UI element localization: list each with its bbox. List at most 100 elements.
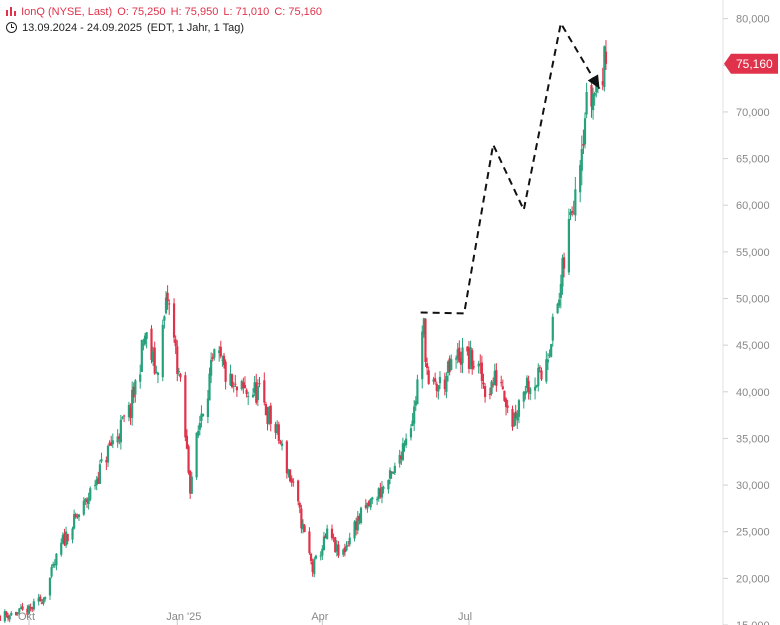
candle-body (71, 528, 74, 540)
y-tick-label: 55,000 (736, 247, 770, 259)
candle-body (10, 612, 13, 616)
candle-body (574, 189, 577, 216)
candle-body (19, 607, 23, 610)
candle-body (595, 83, 598, 93)
open-value: O: 75,250 (117, 6, 166, 18)
candle-body (382, 487, 385, 489)
candle-body (153, 347, 156, 374)
candle-body (446, 361, 450, 373)
candle-body (308, 531, 311, 554)
candle-body (218, 350, 221, 354)
candle-body (432, 379, 435, 382)
candle-body (517, 400, 521, 417)
last-price-label: 75,160 (736, 57, 773, 71)
candle-body (85, 500, 89, 503)
candle-body (26, 608, 29, 615)
candle-body (356, 516, 359, 531)
candle-body (511, 408, 514, 427)
x-tick-label: Jan '25 (166, 611, 201, 623)
candle-body (604, 51, 608, 64)
candle-body (195, 432, 198, 478)
candle-body (445, 375, 448, 392)
candle-body (558, 299, 561, 306)
candle-body (425, 363, 429, 368)
candle-body (93, 485, 97, 487)
candle-body (321, 548, 324, 556)
candle-body (52, 564, 55, 567)
candle-body (143, 335, 147, 345)
candle-body (40, 602, 44, 604)
trend-projection (420, 20, 601, 315)
candle-body (335, 544, 338, 552)
candle-body (401, 443, 405, 460)
candle-body (297, 480, 300, 502)
date-range: 13.09.2024 - 24.09.2025 (22, 22, 142, 34)
candle-body (347, 545, 350, 547)
close-value: C: 75,160 (274, 6, 323, 18)
candle-body (582, 143, 585, 146)
time-axis: Okt Jan '25 Apr Jul (18, 611, 472, 625)
candle-body (150, 328, 153, 360)
candle-body (471, 350, 474, 370)
candle-body (39, 596, 42, 601)
candle-body (422, 318, 425, 335)
candle-body (292, 481, 295, 483)
y-tick-label: 60,000 (736, 200, 770, 212)
candle-body (234, 383, 237, 385)
candle-body (210, 359, 213, 376)
candle-body (263, 380, 266, 403)
candle-body (527, 380, 530, 392)
candle-body (63, 533, 66, 545)
candle-body (513, 413, 516, 426)
candle-body (116, 436, 119, 443)
candle-body (119, 419, 122, 443)
candle-body (50, 567, 53, 577)
candle-body (66, 533, 69, 542)
y-tick-label: 30,000 (736, 480, 770, 492)
candle-body (319, 555, 322, 557)
candle-body (546, 359, 550, 363)
candle-body (416, 379, 419, 405)
candle-body (461, 347, 464, 364)
candle-body (424, 318, 427, 362)
candle-body (353, 521, 356, 539)
candle-body (253, 382, 256, 393)
candle-body (172, 303, 176, 338)
candle-body (201, 413, 205, 417)
candle-body (434, 378, 437, 382)
candle-body (590, 85, 593, 107)
candle-body (501, 386, 504, 389)
candle-body (235, 386, 239, 391)
candle-body (95, 479, 98, 485)
candle-body (482, 382, 485, 385)
low-value: L: 71,010 (223, 6, 270, 18)
y-tick-label: 35,000 (736, 433, 770, 445)
candle-body (211, 357, 214, 359)
candle-body (364, 505, 367, 508)
candle-body (414, 401, 417, 406)
candle-body (258, 383, 261, 385)
candle-body (276, 424, 279, 434)
candle-body (29, 607, 32, 609)
candle-body (561, 258, 564, 287)
candle-body (87, 498, 90, 505)
candle-body (61, 535, 64, 543)
candle-body (332, 537, 335, 539)
candle-body (348, 537, 351, 545)
y-tick-label: 50,000 (736, 294, 770, 306)
candle-body (525, 377, 529, 388)
candle-body (108, 442, 111, 446)
candle-body (450, 359, 453, 371)
candle-body (459, 358, 463, 365)
candle-body (514, 411, 517, 418)
candle-body (585, 92, 588, 115)
candle-body (522, 392, 525, 402)
candle-body (493, 370, 496, 385)
candle-body (189, 470, 192, 494)
x-tick-label: Apr (311, 611, 328, 623)
candle-body (74, 514, 77, 518)
candle-body (240, 381, 243, 390)
candle-body (18, 608, 21, 612)
candle-body (166, 292, 169, 302)
